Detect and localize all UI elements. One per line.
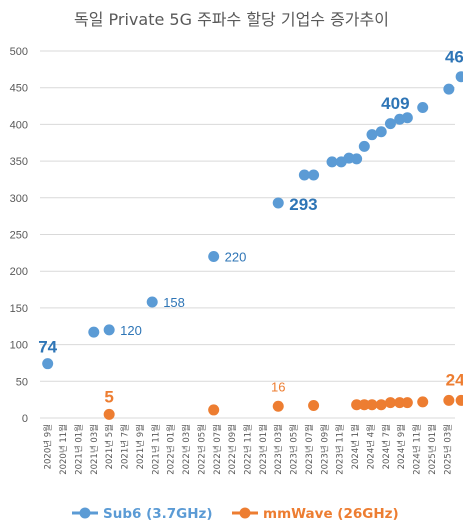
- legend-item: Sub6 (3.7GHz): [72, 506, 213, 522]
- x-tick-label: 2023년 03월: [273, 424, 284, 475]
- data-label: 158: [163, 295, 185, 310]
- x-tick-label: 2022년 07월: [212, 424, 223, 475]
- data-label: 24: [446, 370, 463, 389]
- y-tick-label: 400: [10, 119, 28, 131]
- x-tick-label: 2024년 7월: [381, 424, 392, 469]
- x-tick-label: 2021년 11월: [150, 424, 161, 475]
- legend-swatch-marker: [239, 507, 251, 519]
- data-point: [298, 169, 310, 181]
- x-tick-label: 2022년 11월: [243, 424, 254, 475]
- data-point: [401, 397, 413, 409]
- data-point: [208, 251, 220, 263]
- x-axis: 2020년 9월 2020년 11월 2021년 01월 2021년 03월 2021년…: [43, 424, 454, 475]
- data-point: [272, 197, 284, 209]
- chart-title: 독일 Private 5G 주파수 할당 기업수 증가추이: [74, 10, 389, 29]
- x-tick-label: 2023년 05월: [289, 424, 300, 475]
- x-tick-label: 2022년 09월: [227, 424, 238, 475]
- data-label: 74: [38, 338, 57, 357]
- x-tick-label: 2024년 11월: [412, 424, 423, 475]
- data-point: [401, 112, 413, 124]
- series-mmwave: [103, 394, 463, 420]
- x-tick-label: 2021년 5월: [104, 424, 115, 469]
- x-tick-label: 2021년 7월: [120, 424, 131, 469]
- data-point: [103, 324, 115, 336]
- x-tick-label: 2023년 09월: [319, 424, 330, 475]
- data-point: [358, 140, 370, 152]
- data-point: [417, 396, 429, 408]
- data-point: [443, 83, 455, 95]
- data-labels: 74 120 158 220 293 409 465 5 16 24: [38, 48, 463, 407]
- legend-label: mmWave (26GHz): [263, 506, 399, 522]
- y-tick-label: 250: [10, 230, 28, 242]
- data-point: [358, 399, 370, 411]
- data-label: 5: [104, 387, 113, 406]
- data-label: 465: [445, 48, 463, 67]
- data-point: [455, 71, 463, 83]
- data-point: [308, 169, 320, 181]
- x-tick-label: 2023년 01월: [258, 424, 269, 475]
- data-point: [384, 397, 396, 409]
- x-tick-label: 2021년 03월: [89, 424, 100, 475]
- legend: Sub6 (3.7GHz) mmWave (26GHz): [72, 506, 399, 522]
- data-point: [375, 399, 387, 411]
- x-tick-label: 2022년 03월: [181, 424, 192, 475]
- y-tick-label: 50: [16, 376, 28, 388]
- y-tick-label: 200: [10, 266, 28, 278]
- series-sub6: [42, 71, 463, 370]
- x-tick-label: 2020년 9월: [43, 424, 54, 469]
- x-tick-label: 2023년 07월: [304, 424, 315, 475]
- data-point: [351, 399, 363, 411]
- x-tick-label: 2021년 9월: [135, 424, 146, 469]
- x-tick-label: 2025년 03월: [442, 424, 453, 475]
- data-point: [384, 118, 396, 130]
- data-point: [394, 397, 406, 409]
- x-tick-label: 2024년 4월: [365, 424, 376, 469]
- data-label: 293: [289, 195, 317, 214]
- y-tick-label: 100: [10, 340, 28, 352]
- legend-swatch-marker: [79, 507, 91, 519]
- x-tick-label: 2020년 11월: [58, 424, 69, 475]
- y-tick-label: 500: [10, 46, 28, 58]
- y-tick-label: 150: [10, 303, 28, 315]
- data-point: [88, 326, 100, 338]
- data-point: [351, 153, 363, 165]
- y-tick-label: 300: [10, 193, 28, 205]
- y-tick-label: 450: [10, 83, 28, 95]
- data-point: [366, 129, 378, 141]
- x-tick-label: 2024년 9월: [396, 424, 407, 469]
- data-point: [308, 400, 320, 412]
- x-tick-label: 2021년 01월: [73, 424, 84, 475]
- gridlines: [40, 50, 455, 419]
- data-label: 409: [381, 94, 409, 113]
- data-label: 16: [271, 379, 285, 394]
- data-point: [443, 394, 455, 406]
- data-point: [42, 358, 54, 370]
- data-point: [272, 400, 284, 412]
- data-point: [103, 408, 115, 420]
- x-tick-label: 2025년 01월: [427, 424, 438, 475]
- data-point: [208, 404, 220, 416]
- y-tick-label: 350: [10, 156, 28, 168]
- y-tick-label: 0: [22, 413, 28, 425]
- x-tick-label: 2024년 1월: [350, 424, 361, 469]
- data-label: 220: [225, 250, 247, 265]
- data-point: [146, 296, 158, 308]
- x-tick-label: 2022년 01월: [166, 424, 177, 475]
- data-point: [326, 156, 338, 168]
- data-series: [42, 71, 463, 420]
- y-axis: 0 50 100 150 200 250 300 350 400 450 500: [10, 46, 28, 425]
- data-point: [366, 399, 378, 411]
- x-tick-label: 2022년 05월: [196, 424, 207, 475]
- data-point: [455, 394, 463, 406]
- legend-label: Sub6 (3.7GHz): [103, 506, 213, 522]
- data-point: [417, 102, 429, 114]
- data-point: [375, 126, 387, 138]
- legend-item: mmWave (26GHz): [232, 506, 399, 522]
- x-tick-label: 2023년 11월: [335, 424, 346, 475]
- data-label: 120: [120, 323, 142, 338]
